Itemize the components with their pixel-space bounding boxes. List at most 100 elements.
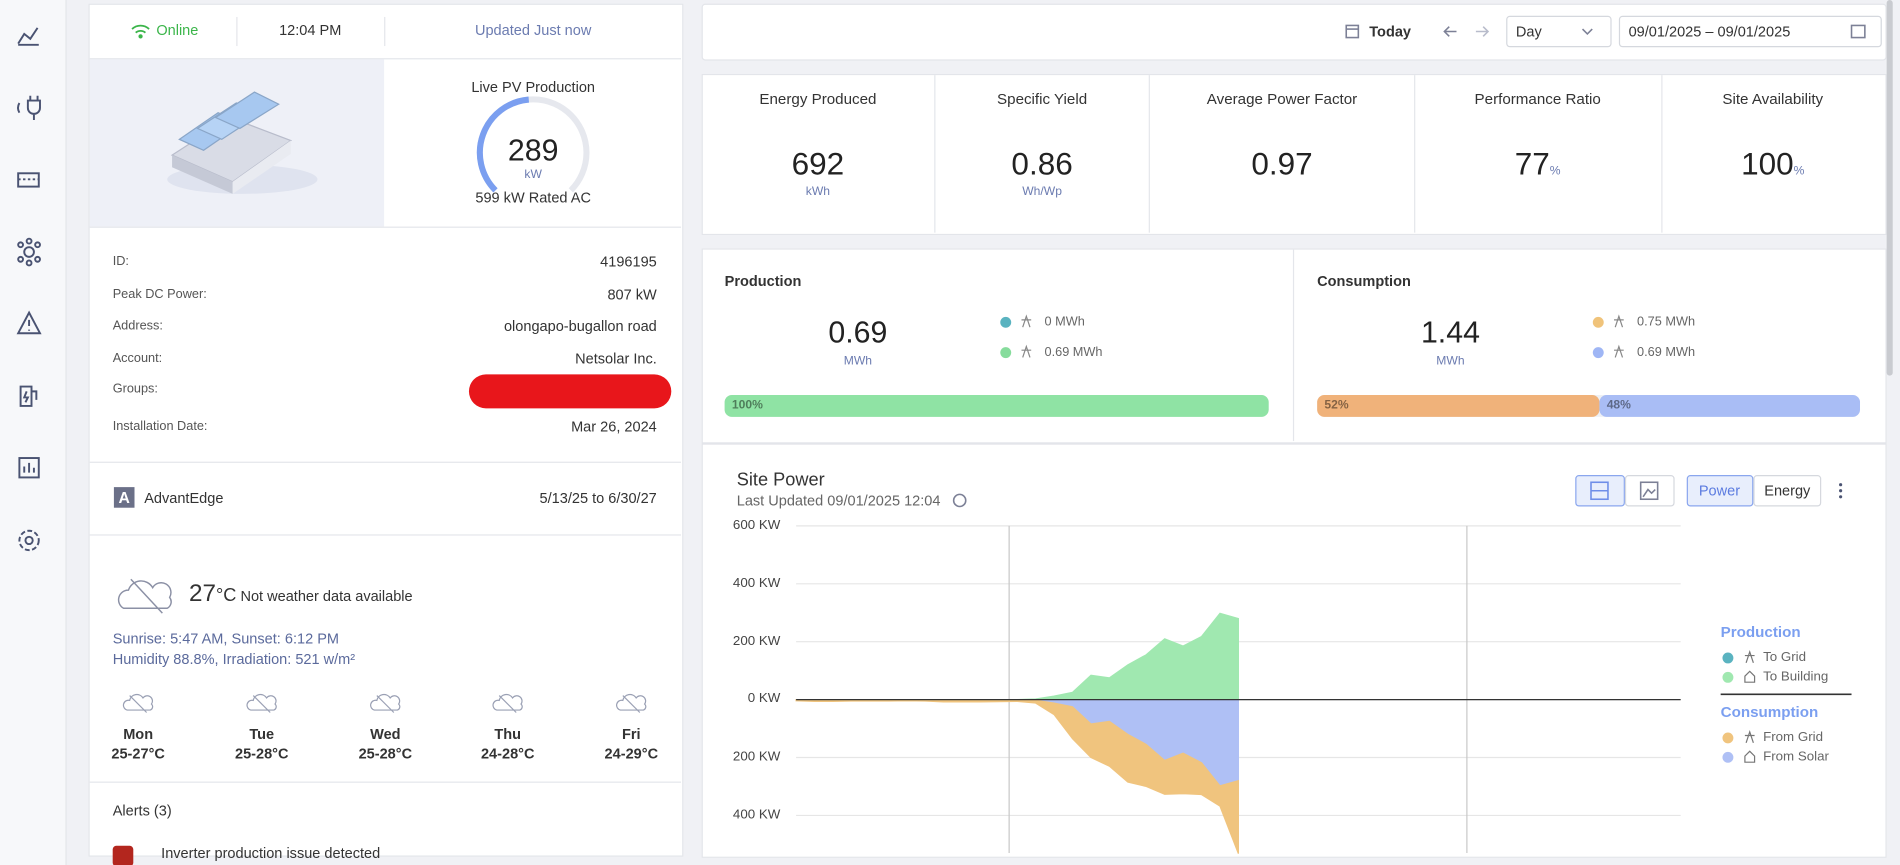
toolbar-icons[interactable]	[952, 24, 1866, 508]
rated-unit: kW Rated AC	[503, 189, 591, 206]
kpi-unit: kWh	[805, 185, 831, 199]
kpi-unit: %	[1793, 164, 1805, 179]
period-value[interactable]: Day	[1515, 23, 1542, 40]
divider	[934, 75, 936, 233]
share-label: 100%	[731, 398, 763, 412]
info-label: Peak DC Power:	[112, 286, 207, 302]
share-bar	[1317, 395, 1600, 417]
weather-temp: 27°C Not weather data available	[189, 582, 413, 606]
divider	[89, 226, 681, 228]
wifi-icon	[131, 24, 150, 39]
info-value: Mar 26, 2024	[571, 418, 657, 436]
energy-label[interactable]: Energy	[1764, 482, 1811, 500]
y-tick-label: 0 KW	[747, 691, 781, 707]
y-tick-label: 400 KW	[732, 807, 781, 823]
kpi-title: Site Availability	[1722, 90, 1824, 108]
divider	[236, 16, 238, 47]
live-unit: kW	[524, 168, 542, 182]
share-label: 48%	[1606, 398, 1631, 412]
power-label[interactable]: Power	[1698, 482, 1741, 500]
humidity: Humidity 88.8%, Irradiation: 521 w/m²	[112, 650, 356, 668]
weather-note: Not weather data available	[240, 587, 413, 605]
legend-glyph	[1021, 344, 1032, 358]
kpi-number: 100	[1741, 145, 1794, 182]
kpi-title: Energy Produced	[759, 90, 877, 108]
divider	[1292, 249, 1295, 442]
period-select[interactable]	[1506, 15, 1612, 48]
legend-dot	[1722, 732, 1734, 744]
info-value: 807 kW	[607, 285, 657, 303]
kpi-value: 100%	[1741, 148, 1804, 180]
area	[796, 612, 1239, 701]
legend-label: 0.69 MWh	[1637, 345, 1696, 360]
weather-icon	[117, 578, 172, 614]
legend-group: Production	[1720, 623, 1801, 641]
legend-glyph	[1744, 649, 1755, 664]
divider	[89, 534, 681, 536]
forecast-day: Tue	[249, 725, 275, 743]
forecast-day: Thu	[494, 725, 522, 743]
time: 12:04 PM	[279, 21, 342, 39]
legend-label: From Solar	[1763, 749, 1829, 764]
today-button[interactable]: Today	[1369, 23, 1412, 40]
rated: 599 kW Rated AC	[475, 190, 591, 205]
forecast-day: Mon	[123, 725, 154, 743]
info-value: Netsolar Inc.	[575, 350, 657, 368]
menu-dots[interactable]	[1839, 483, 1843, 499]
y-tick-label: 200 KW	[732, 633, 781, 649]
chart-view-toggle[interactable]	[1575, 474, 1625, 507]
panel-unit: MWh	[843, 355, 873, 369]
sidebar-icons[interactable]	[16, 27, 42, 552]
forecast-icon	[246, 693, 277, 713]
alert-icon	[112, 845, 134, 865]
legend-dot	[1592, 316, 1604, 328]
license-icon: A	[113, 487, 135, 508]
legend-label: To Grid	[1763, 650, 1807, 665]
legend-dot	[1722, 671, 1734, 683]
y-tick-label: 200 KW	[732, 749, 781, 765]
forecast-temp: 24-28°C	[480, 745, 535, 763]
temp-value: 27	[189, 580, 216, 608]
forecast-temp: 25-27°C	[111, 745, 165, 763]
kpi-unit: Wh/Wp	[1022, 185, 1062, 199]
energy-button[interactable]	[1753, 474, 1822, 507]
alert-item[interactable]: Inverter production issue detected	[161, 844, 381, 862]
divider	[89, 58, 681, 60]
license-name: AdvantEdge	[144, 489, 224, 507]
power-button[interactable]	[1686, 474, 1754, 507]
divider	[1414, 75, 1416, 233]
legend-label: To Building	[1763, 669, 1829, 685]
info-label: Address:	[112, 318, 163, 333]
y-tick-label: 600 KW	[732, 518, 781, 533]
chart-subtitle: Last Updated 09/01/2025 12:04	[736, 491, 941, 509]
forecast-icon	[492, 693, 523, 713]
share-label: 52%	[1324, 398, 1349, 412]
forecast-day: Fri	[622, 725, 641, 743]
divider	[89, 461, 681, 463]
date-range-text[interactable]: 09/01/2025 – 09/01/2025	[1628, 23, 1791, 40]
forecast-icon	[370, 693, 401, 713]
info-label: ID:	[112, 254, 129, 269]
legend-glyph	[1614, 344, 1624, 358]
legend-glyph	[1744, 670, 1756, 683]
live-value: 289	[507, 133, 559, 168]
legend-glyph	[1744, 750, 1756, 763]
kpi-number: 77	[1514, 145, 1550, 182]
panel-title: Consumption	[1317, 272, 1411, 290]
panel-total: 1.44	[1420, 315, 1480, 350]
kpi-value: 0.97	[1251, 145, 1313, 182]
rated-value: 599	[475, 189, 500, 206]
site-power-panel	[701, 443, 1887, 858]
license-period: 5/13/25 to 6/30/27	[539, 489, 657, 507]
info-value: 4196195	[600, 253, 657, 271]
connection: Online	[156, 21, 199, 39]
legend-label: 0.69 MWh	[1044, 345, 1103, 360]
info-label: Installation Date:	[112, 418, 208, 434]
scrollbar[interactable]	[1886, 0, 1893, 376]
kpi-panel	[701, 73, 1887, 236]
date-range[interactable]	[1618, 15, 1882, 48]
plot	[795, 525, 1681, 854]
site-illustration	[167, 91, 318, 194]
info-label: Account:	[112, 351, 163, 366]
